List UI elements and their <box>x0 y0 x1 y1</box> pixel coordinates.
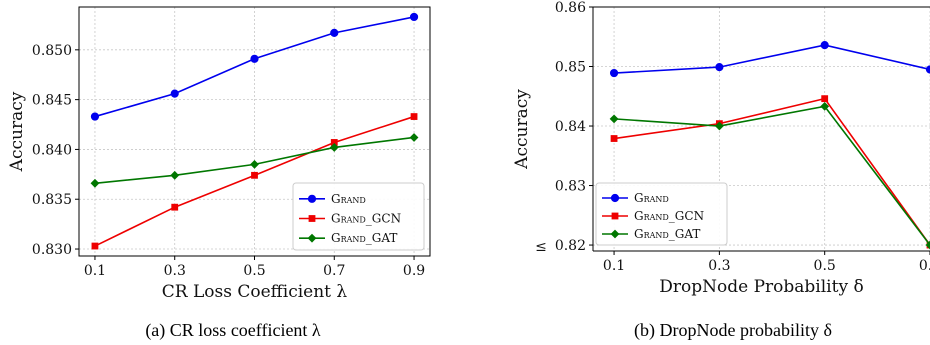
data-point <box>330 139 338 146</box>
data-point <box>410 113 418 120</box>
legend-label: Grand <box>331 192 366 206</box>
legend-marker <box>308 215 316 222</box>
legend-marker <box>307 194 317 203</box>
data-point <box>251 171 258 179</box>
caption-b: (b) DropNode probability δ <box>634 320 832 341</box>
legend: Grand Grand_GCN Grand_GAT <box>292 182 425 251</box>
y-tick-label: 0.835 <box>32 192 72 208</box>
y-tick-label: 0.840 <box>32 142 72 158</box>
data-point <box>171 203 179 211</box>
series-line-grand-gcn <box>613 97 930 246</box>
caption-a: (a) CR loss coefficient λ <box>145 320 321 341</box>
data-point <box>90 112 100 121</box>
legend-marker <box>610 193 620 203</box>
data-point <box>609 114 619 124</box>
data-point <box>925 240 930 250</box>
data-point <box>90 178 100 188</box>
series-line-grand-gat <box>614 105 930 246</box>
data-point <box>409 133 419 142</box>
y-tick-label: 0.86 <box>555 0 586 16</box>
y-tick-label: 0.82 <box>555 238 586 254</box>
x-tick-label: 0.3 <box>164 263 186 279</box>
y-tick-label: 0.83 <box>555 179 586 195</box>
x-tick-label: 0.5 <box>243 263 265 279</box>
y-axis-label: Accuracy <box>512 89 532 170</box>
chart-panel-a: 0.1 0.3 0.5 0.7 0.9 0.830 0.835 0.840 0.845 0.850… <box>7 6 431 302</box>
data-point <box>170 170 180 180</box>
legend-box <box>595 182 728 246</box>
legend: Grand Grand_GCN Grand_GAT <box>595 182 728 246</box>
x-axis-label: DropNode Probability δ <box>659 277 863 297</box>
x-tick-label: 0.7 <box>919 258 930 274</box>
data-point <box>609 68 619 78</box>
x-tick-label: 0.1 <box>84 263 106 279</box>
data-point <box>610 135 618 142</box>
data-point <box>330 28 339 37</box>
legend-label: Grand_GAT <box>634 227 700 241</box>
data-point <box>409 12 419 22</box>
data-point <box>820 101 830 111</box>
data-point <box>820 40 829 50</box>
y-tick-label: 0.845 <box>32 93 72 109</box>
y-tick-label: 0.84 <box>555 119 586 135</box>
x-tick-label: 0.5 <box>814 258 836 274</box>
y-tick-label: 0.850 <box>32 43 72 59</box>
legend-box <box>292 182 425 251</box>
legend-label: Grand_GCN <box>634 209 704 223</box>
x-tick-label: 0.1 <box>603 258 625 274</box>
y-tick-label: 0.830 <box>32 242 72 258</box>
data-point <box>821 95 829 103</box>
x-axis-label: CR Loss Coefficient λ <box>162 282 348 302</box>
data-point <box>329 143 339 152</box>
legend-label: Grand <box>634 191 669 205</box>
x-tick-label: 0.3 <box>708 258 730 274</box>
legend-marker <box>610 229 620 239</box>
legend-marker <box>611 212 619 220</box>
chart-panel-b: 0.1 0.3 0.5 0.7 0.82 0.83 0.84 0.85 0.86 ≤ DropNod… <box>512 0 930 297</box>
data-point <box>91 242 99 250</box>
y-tick-label: 0.85 <box>555 60 586 76</box>
data-point <box>250 54 259 63</box>
x-tick-label: 0.9 <box>403 263 425 279</box>
data-point <box>250 159 259 169</box>
legend-label: Grand_GAT <box>331 231 397 245</box>
data-point <box>925 65 930 74</box>
legend-marker <box>307 233 317 243</box>
y-axis-label: Accuracy <box>7 91 27 172</box>
data-point <box>714 121 724 131</box>
x-tick-label: 0.7 <box>323 263 345 279</box>
series-line-grand <box>614 44 930 74</box>
legend-label: Grand_GCN <box>331 212 401 226</box>
data-point <box>715 63 724 72</box>
data-point <box>170 89 179 98</box>
y-axis-break-mark: ≤ <box>535 239 547 255</box>
